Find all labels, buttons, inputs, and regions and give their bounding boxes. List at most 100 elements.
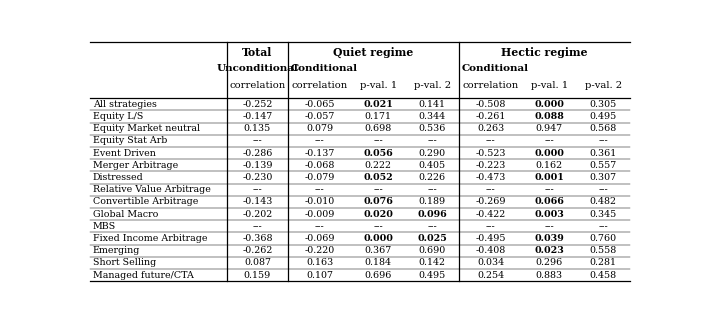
Text: 0.087: 0.087 — [244, 258, 271, 267]
Text: 0.142: 0.142 — [418, 258, 446, 267]
Text: 0.003: 0.003 — [534, 210, 564, 219]
Text: 0.020: 0.020 — [364, 210, 393, 219]
Text: 0.296: 0.296 — [536, 258, 563, 267]
Text: -0.009: -0.009 — [305, 210, 335, 219]
Text: correlation: correlation — [463, 81, 519, 91]
Text: 0.021: 0.021 — [364, 100, 393, 109]
Text: -0.202: -0.202 — [242, 210, 272, 219]
Text: 0.361: 0.361 — [590, 148, 617, 158]
Text: p-val. 1: p-val. 1 — [531, 81, 568, 91]
Text: correlation: correlation — [291, 81, 348, 91]
Text: -0.010: -0.010 — [305, 197, 335, 206]
Text: ---: --- — [373, 222, 383, 231]
Text: -0.286: -0.286 — [242, 148, 272, 158]
Text: ---: --- — [373, 136, 383, 145]
Text: 0.135: 0.135 — [244, 124, 271, 133]
Text: 0.307: 0.307 — [590, 173, 617, 182]
Text: -0.408: -0.408 — [476, 246, 506, 255]
Text: 0.226: 0.226 — [418, 173, 446, 182]
Text: Equity Market neutral: Equity Market neutral — [93, 124, 200, 133]
Text: 0.171: 0.171 — [365, 112, 392, 121]
Text: All strategies: All strategies — [93, 100, 157, 109]
Text: Quiet regime: Quiet regime — [333, 47, 413, 58]
Text: 0.001: 0.001 — [534, 173, 564, 182]
Text: 0.344: 0.344 — [418, 112, 446, 121]
Text: 0.482: 0.482 — [590, 197, 617, 206]
Text: 0.557: 0.557 — [590, 161, 617, 170]
Text: -0.065: -0.065 — [305, 100, 335, 109]
Text: Total: Total — [242, 47, 272, 58]
Text: 0.000: 0.000 — [364, 234, 393, 243]
Text: -0.523: -0.523 — [475, 148, 506, 158]
Text: ---: --- — [545, 136, 555, 145]
Text: Conditional: Conditional — [291, 64, 358, 73]
Text: Relative Value Arbitrage: Relative Value Arbitrage — [93, 185, 211, 194]
Text: ---: --- — [373, 185, 383, 194]
Text: 0.034: 0.034 — [477, 258, 504, 267]
Text: p-val. 2: p-val. 2 — [585, 81, 622, 91]
Text: -0.147: -0.147 — [242, 112, 272, 121]
Text: -0.143: -0.143 — [242, 197, 272, 206]
Text: Merger Arbitrage: Merger Arbitrage — [93, 161, 178, 170]
Text: -0.220: -0.220 — [305, 246, 335, 255]
Text: ---: --- — [486, 185, 496, 194]
Text: 0.558: 0.558 — [590, 246, 617, 255]
Text: 0.159: 0.159 — [244, 270, 271, 279]
Text: 0.696: 0.696 — [364, 270, 392, 279]
Text: 0.107: 0.107 — [306, 270, 333, 279]
Text: -0.230: -0.230 — [242, 173, 272, 182]
Text: 0.290: 0.290 — [418, 148, 446, 158]
Text: 0.184: 0.184 — [365, 258, 392, 267]
Text: ---: --- — [545, 222, 555, 231]
Text: ---: --- — [253, 222, 263, 231]
Text: -0.069: -0.069 — [305, 234, 335, 243]
Text: MBS: MBS — [93, 222, 116, 231]
Text: 0.760: 0.760 — [590, 234, 617, 243]
Text: 0.345: 0.345 — [590, 210, 617, 219]
Text: Event Driven: Event Driven — [93, 148, 156, 158]
Text: 0.568: 0.568 — [590, 124, 617, 133]
Text: ---: --- — [428, 222, 437, 231]
Text: Conditional: Conditional — [462, 64, 529, 73]
Text: -0.223: -0.223 — [476, 161, 506, 170]
Text: Equity Stat Arb: Equity Stat Arb — [93, 136, 167, 145]
Text: 0.052: 0.052 — [364, 173, 393, 182]
Text: ---: --- — [315, 185, 324, 194]
Text: 0.367: 0.367 — [365, 246, 392, 255]
Text: 0.023: 0.023 — [534, 246, 564, 255]
Text: 0.079: 0.079 — [306, 124, 333, 133]
Text: Equity L/S: Equity L/S — [93, 112, 143, 121]
Text: 0.536: 0.536 — [418, 124, 446, 133]
Text: ---: --- — [598, 185, 608, 194]
Text: 0.025: 0.025 — [418, 234, 447, 243]
Text: ---: --- — [486, 222, 496, 231]
Text: p-val. 2: p-val. 2 — [413, 81, 451, 91]
Text: 0.096: 0.096 — [418, 210, 447, 219]
Text: ---: --- — [428, 136, 437, 145]
Text: Hectic regime: Hectic regime — [501, 47, 588, 58]
Text: Convertible Arbitrage: Convertible Arbitrage — [93, 197, 198, 206]
Text: 0.163: 0.163 — [306, 258, 333, 267]
Text: -0.422: -0.422 — [476, 210, 506, 219]
Text: Global Macro: Global Macro — [93, 210, 158, 219]
Text: 0.141: 0.141 — [418, 100, 446, 109]
Text: Unconditional: Unconditional — [216, 64, 298, 73]
Text: 0.405: 0.405 — [418, 161, 446, 170]
Text: ---: --- — [315, 222, 324, 231]
Text: 0.495: 0.495 — [590, 112, 617, 121]
Text: -0.261: -0.261 — [476, 112, 506, 121]
Text: -0.495: -0.495 — [475, 234, 506, 243]
Text: p-val. 1: p-val. 1 — [359, 81, 397, 91]
Text: 0.698: 0.698 — [365, 124, 392, 133]
Text: ---: --- — [315, 136, 324, 145]
Text: -0.079: -0.079 — [305, 173, 335, 182]
Text: -0.269: -0.269 — [475, 197, 506, 206]
Text: 0.305: 0.305 — [590, 100, 617, 109]
Text: Fixed Income Arbitrage: Fixed Income Arbitrage — [93, 234, 207, 243]
Text: Short Selling: Short Selling — [93, 258, 156, 267]
Text: 0.000: 0.000 — [534, 100, 564, 109]
Text: 0.088: 0.088 — [534, 112, 564, 121]
Text: ---: --- — [253, 136, 263, 145]
Text: Distressed: Distressed — [93, 173, 143, 182]
Text: 0.263: 0.263 — [477, 124, 505, 133]
